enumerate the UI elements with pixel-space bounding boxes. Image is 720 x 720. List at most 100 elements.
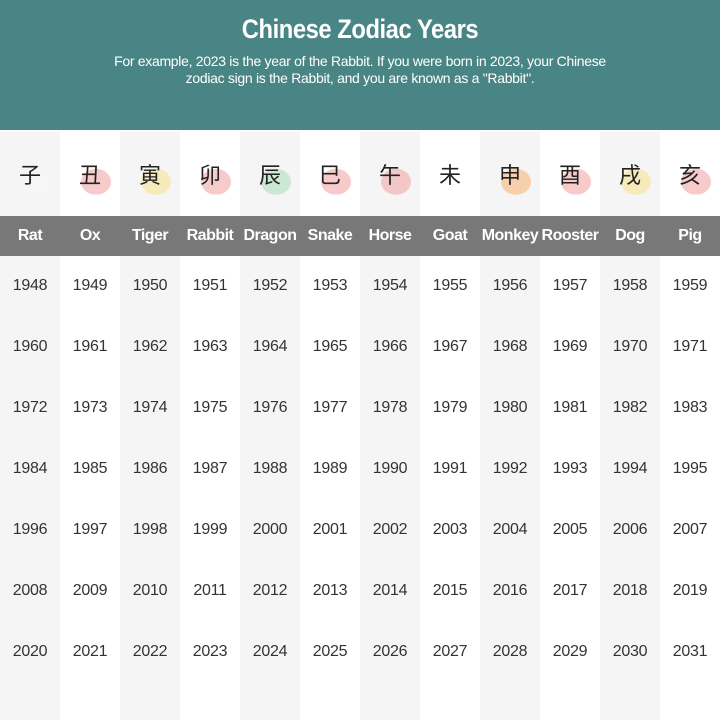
zodiac-glyph: 午 <box>378 164 401 189</box>
sign-label: Ox <box>79 227 101 244</box>
year-cell: 1994 <box>612 460 648 477</box>
year-cell: 2006 <box>612 521 648 538</box>
year-cell: 2029 <box>552 643 588 660</box>
year-cell: 1967 <box>432 338 468 355</box>
zodiac-glyph: 亥 <box>678 164 701 189</box>
sign-label: Snake <box>307 227 353 244</box>
zodiac-glyph: 申 <box>498 164 521 189</box>
color-blob <box>621 168 651 195</box>
year-cell: 1955 <box>432 277 468 294</box>
color-blob <box>561 168 591 195</box>
year-cell: 1980 <box>492 399 528 416</box>
zodiac-column-rabbit: 卯 <box>180 132 240 720</box>
year-cell: 1959 <box>672 277 708 294</box>
year-cell: 1972 <box>12 399 48 416</box>
color-blob <box>21 168 51 195</box>
year-cell: 2005 <box>552 521 588 538</box>
year-cell: 1961 <box>72 338 108 355</box>
zodiac-glyph: 巳 <box>318 164 341 189</box>
year-cell: 2016 <box>492 582 528 599</box>
monkey-icon: 申 <box>480 132 540 216</box>
table-row: 1948 1949 1950 1951 1952 1953 1954 1955 1956 1957… <box>0 238 720 299</box>
color-blob <box>261 168 291 195</box>
sign-label-bar: Rat Ox Tiger Rabbit Dragon Snake Horse Goat Monk… <box>0 216 720 256</box>
year-cell: 2022 <box>132 643 168 660</box>
zodiac-glyph: 辰 <box>258 164 281 189</box>
year-cell: 1986 <box>132 460 168 477</box>
zodiac-column-goat: 未 <box>420 132 480 720</box>
year-cell: 2014 <box>372 582 408 599</box>
zodiac-column-snake: 巳 <box>300 132 360 720</box>
snake-icon: 巳 <box>300 132 360 216</box>
year-cell: 1954 <box>372 277 408 294</box>
sign-label: Horse <box>368 227 412 244</box>
zodiac-column-ox: 丑 <box>60 132 120 720</box>
year-cell: 2015 <box>432 582 468 599</box>
year-cell: 1974 <box>132 399 168 416</box>
year-cell: 2031 <box>672 643 708 660</box>
year-cell: 2024 <box>252 643 288 660</box>
year-cell: 2020 <box>12 643 48 660</box>
page-title: Chinese Zodiac Years <box>241 14 479 44</box>
sign-label: Dog <box>615 227 645 244</box>
year-cell: 2011 <box>193 582 227 599</box>
sign-label: Monkey <box>481 227 539 244</box>
year-cell: 1962 <box>132 338 168 355</box>
sign-label: Rat <box>17 227 43 244</box>
year-cell: 2007 <box>672 521 708 538</box>
year-cell: 2028 <box>492 643 528 660</box>
table-row: 2020 2021 2022 2023 2024 2025 2026 2027 2028 2029… <box>0 604 720 665</box>
year-cell: 1977 <box>312 399 348 416</box>
year-cell: 1990 <box>372 460 408 477</box>
color-blob <box>81 168 111 195</box>
table-row: 1996 1997 1998 1999 2000 2001 2002 2003 2004 2005… <box>0 482 720 543</box>
zodiac-column-rooster: 酉 <box>540 132 600 720</box>
year-cell: 1985 <box>72 460 108 477</box>
color-blob <box>381 168 411 195</box>
goat-icon: 未 <box>420 132 480 216</box>
zodiac-glyph: 寅 <box>138 164 161 189</box>
table-row: 1960 1961 1962 1963 1964 1965 1966 1967 1968 1969… <box>0 299 720 360</box>
tiger-icon: 寅 <box>120 132 180 216</box>
year-cell: 2025 <box>312 643 348 660</box>
year-cell: 1973 <box>72 399 108 416</box>
year-cell: 1951 <box>192 277 228 294</box>
year-cell: 1950 <box>132 277 168 294</box>
year-cell: 2026 <box>372 643 408 660</box>
year-cell: 2021 <box>72 643 108 660</box>
pig-icon: 亥 <box>660 132 720 216</box>
year-cell: 2009 <box>72 582 108 599</box>
year-cell: 1987 <box>192 460 228 477</box>
color-blob <box>201 168 231 195</box>
year-cell: 2019 <box>672 582 708 599</box>
table-row: 2008 2009 2010 2011 2012 2013 2014 2015 2016 2017… <box>0 543 720 604</box>
year-cell: 1948 <box>12 277 48 294</box>
year-cell: 2000 <box>252 521 288 538</box>
year-cell: 2013 <box>312 582 348 599</box>
zodiac-glyph: 卯 <box>198 164 221 189</box>
rooster-icon: 酉 <box>540 132 600 216</box>
table-row: 1972 1973 1974 1975 1976 1977 1978 1979 1980 1981… <box>0 360 720 421</box>
year-cell: 1992 <box>492 460 528 477</box>
year-cell: 1975 <box>192 399 228 416</box>
year-cell: 2018 <box>612 582 648 599</box>
header-banner: Chinese Zodiac Years For example, 2023 i… <box>0 0 720 130</box>
year-cell: 1949 <box>72 277 108 294</box>
year-cell: 2002 <box>372 521 408 538</box>
dragon-icon: 辰 <box>240 132 300 216</box>
year-cell: 1981 <box>552 399 588 416</box>
year-cell: 2023 <box>192 643 228 660</box>
year-cell: 1969 <box>552 338 588 355</box>
year-cell: 1958 <box>612 277 648 294</box>
rabbit-icon: 卯 <box>180 132 240 216</box>
zodiac-glyph: 酉 <box>558 164 581 189</box>
color-blob <box>441 168 471 195</box>
year-cell: 1965 <box>312 338 348 355</box>
year-cell: 1991 <box>432 460 468 477</box>
sign-label: Rooster <box>541 227 599 244</box>
zodiac-glyph: 戌 <box>618 164 641 189</box>
year-cell: 1989 <box>312 460 348 477</box>
color-blob <box>321 168 351 195</box>
year-cell: 1953 <box>312 277 348 294</box>
zodiac-glyph: 未 <box>438 164 461 189</box>
